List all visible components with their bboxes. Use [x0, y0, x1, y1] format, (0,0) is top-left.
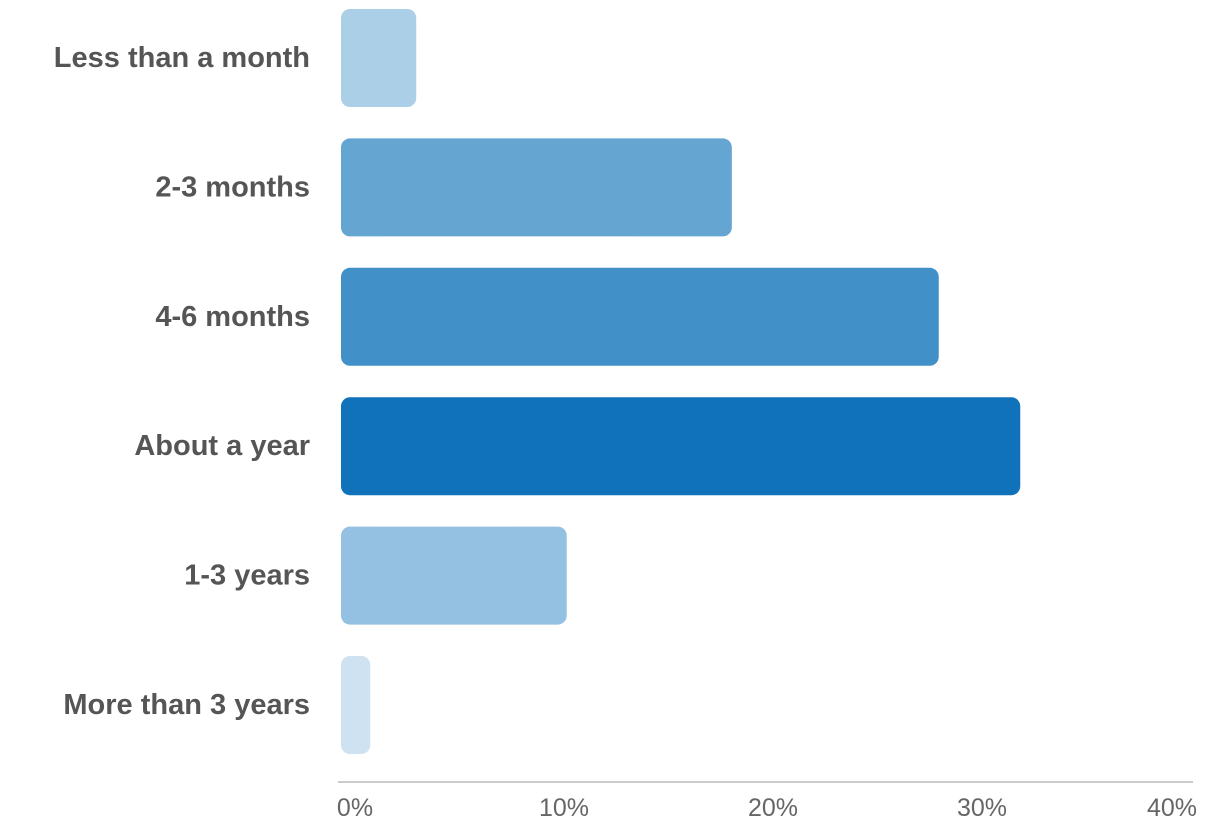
bar [341, 397, 1021, 496]
bar [341, 656, 371, 754]
x-axis-ticks-group: 0% 10% 20% 30% 40% [337, 794, 1197, 819]
category-label: Less than a month [54, 42, 310, 74]
category-label: More than 3 years [63, 689, 310, 721]
x-tick-label: 0% [337, 794, 373, 819]
category-label: 4-6 months [155, 301, 310, 333]
x-tick-label: 20% [748, 794, 798, 819]
bar [341, 267, 939, 366]
x-tick-label: 40% [1147, 794, 1197, 819]
x-tick-label: 10% [539, 794, 589, 819]
bar [341, 526, 567, 625]
bar [341, 9, 417, 107]
bar [341, 138, 732, 237]
category-labels-group: Less than a month 2-3 months 4-6 months Abo… [54, 42, 310, 721]
category-label: About a year [134, 430, 310, 462]
x-tick-label: 30% [957, 794, 1007, 819]
category-label: 1-3 years [184, 560, 310, 592]
category-label: 2-3 months [155, 171, 310, 203]
bars-group [341, 9, 1021, 754]
